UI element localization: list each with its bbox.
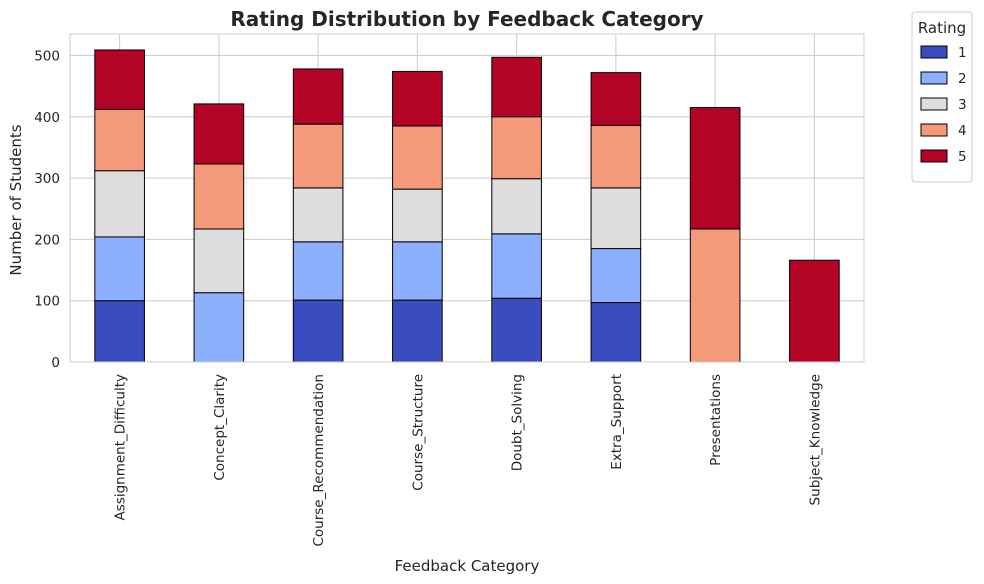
bar-segment-rating-3 bbox=[491, 178, 542, 235]
bar-segment-rating-5 bbox=[689, 107, 741, 230]
bar-segment-rating-4 bbox=[392, 125, 443, 190]
x-tick-label: Concept_Clarity bbox=[212, 374, 228, 481]
legend-label: 1 bbox=[958, 45, 967, 61]
bar-segment-rating-3 bbox=[392, 188, 443, 243]
bar-segment-rating-1 bbox=[94, 300, 145, 363]
x-tick-label: Extra_Support bbox=[609, 374, 625, 470]
bar-segment-rating-4 bbox=[491, 116, 542, 180]
bar-segment-rating-3 bbox=[590, 187, 642, 250]
bar-segment-rating-3 bbox=[193, 228, 245, 294]
bar-segment-rating-4 bbox=[590, 124, 642, 189]
plot-frame bbox=[69, 33, 865, 363]
bar-segment-rating-2 bbox=[94, 236, 145, 302]
bar-segment-rating-3 bbox=[292, 187, 344, 243]
bar-segment-rating-5 bbox=[789, 259, 840, 363]
bar-segment-rating-1 bbox=[392, 299, 443, 363]
y-tick-label: 100 bbox=[34, 294, 60, 310]
y-tick-label: 500 bbox=[34, 48, 60, 64]
bars bbox=[94, 49, 840, 363]
legend-label: 3 bbox=[958, 97, 967, 113]
bar-segment-rating-5 bbox=[392, 70, 443, 127]
legend-title: Rating bbox=[918, 19, 966, 37]
bar-segment-rating-1 bbox=[590, 302, 642, 363]
bar-segment-rating-1 bbox=[292, 299, 344, 363]
x-axis-label: Feedback Category bbox=[395, 557, 540, 575]
bar-segment-rating-5 bbox=[292, 68, 344, 125]
bar-segment-rating-4 bbox=[193, 163, 245, 230]
bar-segment-rating-5 bbox=[94, 49, 145, 110]
bar-segment-rating-1 bbox=[491, 297, 542, 363]
bar-segment-rating-3 bbox=[94, 170, 145, 238]
bar-segment-rating-5 bbox=[590, 72, 642, 126]
chart-title: Rating Distribution by Feedback Category bbox=[230, 7, 703, 31]
x-tick-label: Presentations bbox=[708, 374, 724, 466]
legend-label: 2 bbox=[958, 71, 967, 87]
bar-segment-rating-4 bbox=[689, 228, 741, 363]
bar-segment-rating-5 bbox=[491, 56, 542, 118]
legend-swatch-2 bbox=[920, 71, 948, 85]
legend-swatch-5 bbox=[920, 149, 948, 163]
x-tick-label: Course_Structure bbox=[410, 374, 426, 491]
legend-label: 4 bbox=[958, 123, 967, 139]
x-tick-label: Doubt_Solving bbox=[510, 374, 526, 471]
bar-segment-rating-2 bbox=[491, 233, 542, 299]
x-tick-label: Assignment_Difficulty bbox=[113, 374, 129, 520]
legend-swatch-1 bbox=[920, 45, 948, 59]
y-tick-label: 0 bbox=[51, 355, 60, 371]
legend-swatch-3 bbox=[920, 97, 948, 111]
y-tick-label: 400 bbox=[34, 110, 60, 126]
legend-swatch-4 bbox=[920, 123, 948, 137]
bar-segment-rating-2 bbox=[193, 292, 245, 363]
legend-label: 5 bbox=[958, 149, 967, 165]
y-tick-label: 200 bbox=[34, 232, 60, 248]
y-ticks: 0 100 200 300 400 500 bbox=[34, 48, 60, 371]
x-tick-label: Subject_Knowledge bbox=[807, 374, 823, 505]
grid bbox=[70, 34, 864, 363]
bar-segment-rating-2 bbox=[590, 248, 642, 304]
bar-segment-rating-4 bbox=[292, 123, 344, 189]
x-tick-label: Course_Recommendation bbox=[311, 374, 327, 547]
bar-segment-rating-4 bbox=[94, 108, 145, 172]
y-axis-label: Number of Students bbox=[7, 124, 25, 275]
y-tick-label: 300 bbox=[34, 171, 60, 187]
bar-segment-rating-2 bbox=[392, 241, 443, 301]
x-ticks: Assignment_Difficulty Concept_Clarity Cour… bbox=[113, 374, 824, 547]
bar-segment-rating-5 bbox=[193, 103, 245, 165]
legend: Rating 1 2 3 4 5 bbox=[911, 11, 973, 183]
bar-segment-rating-2 bbox=[292, 241, 344, 301]
